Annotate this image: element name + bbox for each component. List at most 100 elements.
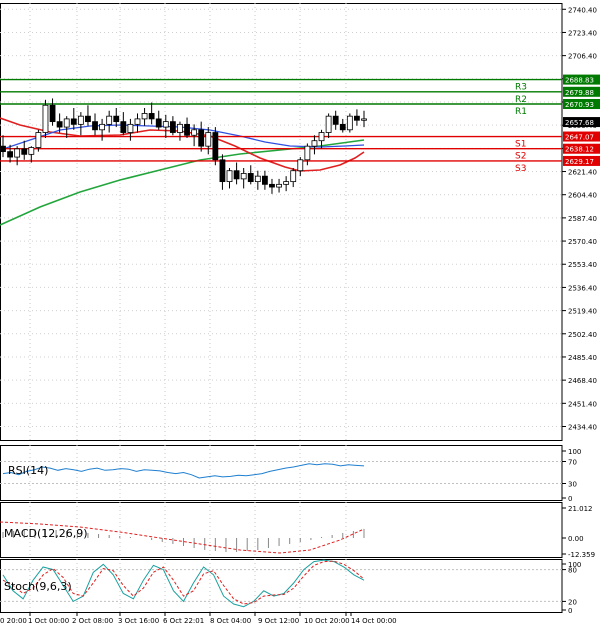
price-tick-label: 2536.40 (568, 284, 597, 292)
price-tick-label: 2468.40 (568, 377, 597, 385)
price-tick-label: 2604.40 (568, 192, 597, 200)
x-tick-label: 3 Oct 16:00 (118, 617, 159, 625)
price-tick-label: 2570.40 (568, 238, 597, 246)
level-tag-r2 (563, 86, 600, 97)
x-tick-label: 6 Oct 22:01 (163, 617, 204, 625)
candle-body (219, 159, 226, 183)
ma-green-line (0, 139, 365, 226)
macd-label: MACD(12,26,9) (4, 527, 88, 540)
sub-tick-label: -12.359 (568, 551, 595, 559)
level-name-r1: R1 (515, 107, 527, 117)
candle-body (85, 115, 91, 123)
candle-body (269, 183, 275, 188)
sub-tick-label: 80 (568, 567, 577, 575)
rsi-label: RSI(14) (8, 464, 48, 477)
candle-body (127, 123, 134, 133)
candle-body (49, 104, 56, 123)
main-panel (0, 3, 563, 441)
x-tick-label: 1 Oct 00:00 (28, 617, 69, 625)
price-tick-label: 2553.40 (568, 261, 597, 269)
candle-body (346, 115, 353, 131)
price-tick-label: 2451.40 (568, 400, 597, 408)
candle-body (318, 132, 325, 142)
price-tick-label: 2434.40 (568, 424, 597, 432)
current-price-text: 2657.68 (565, 119, 594, 127)
price-tick-label: 2519.40 (568, 308, 597, 316)
stoch-label: Stoch(9,6,3) (4, 580, 72, 593)
candle-body (325, 115, 332, 133)
candle-body (226, 170, 233, 183)
candle-body (304, 145, 311, 161)
price-tick-label: 2502.40 (568, 331, 597, 339)
level-name-s1: S1 (515, 140, 526, 150)
stoch-d-line (2, 560, 365, 605)
candle-body (120, 121, 127, 133)
x-tick-label: 2 Oct 08:00 (72, 617, 113, 625)
price-tick-label: 2485.40 (568, 354, 597, 362)
level-tag-text-s3: 2629.17 (565, 158, 594, 166)
candle-body (77, 115, 84, 125)
x-tick-label: 9 Oct 12:00 (258, 617, 299, 625)
candle-body (148, 113, 155, 120)
candle-body (339, 123, 346, 131)
candle-body (35, 132, 42, 148)
candle-body (332, 115, 339, 125)
candle-body (198, 129, 205, 147)
candle-body (262, 175, 268, 185)
candle-body (212, 132, 219, 161)
candle-body (70, 118, 77, 125)
candle-body (113, 115, 120, 123)
macd-signal-line (0, 521, 365, 554)
sub-tick-label: 0 (568, 495, 572, 503)
level-tag-text-r3: 2688.83 (565, 77, 594, 85)
sub-tick-label: 100 (568, 448, 581, 456)
candle-body (0, 145, 6, 153)
level-tag-text-r2: 2679.88 (565, 89, 594, 97)
candle-body (14, 148, 21, 158)
level-tag-r3 (563, 74, 600, 85)
level-name-r2: R2 (515, 95, 527, 105)
level-tag-text-s1: 2647.07 (565, 134, 594, 142)
level-tag-s2 (563, 143, 600, 154)
x-tick-label: 14 Oct 00:00 (351, 617, 397, 625)
candle-body (205, 132, 212, 147)
price-tick-label: 2587.40 (568, 215, 597, 223)
level-tag-r1 (563, 98, 600, 109)
candle-body (42, 104, 49, 133)
candle-body (177, 123, 183, 133)
stoch-panel (0, 559, 563, 613)
ma-red-line (0, 117, 365, 172)
candle-body (162, 121, 169, 128)
candle-body (99, 123, 105, 131)
candle-body (28, 147, 35, 155)
price-tick-label: 2706.40 (568, 53, 597, 61)
sub-tick-label: 70 (568, 459, 577, 467)
x-tick-label: 0 20:00 (0, 617, 27, 625)
candle-body (63, 118, 70, 128)
candle-body (21, 148, 28, 155)
candle-body (233, 170, 240, 180)
candle-body (155, 118, 162, 128)
x-tick-label: 8 Oct 04:00 (210, 617, 251, 625)
candle-body (254, 175, 261, 183)
candle-body (240, 173, 247, 180)
candle-body (354, 115, 360, 121)
macd-panel (0, 502, 563, 558)
sub-tick-label: 0 (568, 607, 572, 615)
candle-body (184, 123, 190, 136)
sub-tick-label: 100 (568, 561, 581, 569)
candle-body (311, 140, 318, 147)
level-tag-s1 (563, 131, 600, 142)
rsi-panel (0, 445, 563, 501)
price-tick-label: 2740.40 (568, 6, 597, 14)
x-tick-label: 10 Oct 20:00 (304, 617, 350, 625)
sub-tick-label: 0.00 (568, 535, 584, 543)
rsi-line (2, 463, 365, 479)
current-price-tag (563, 117, 600, 128)
candle-body (56, 121, 63, 128)
candle-body (361, 118, 367, 121)
candle-body (7, 151, 13, 158)
candle-body (141, 113, 148, 120)
candle-body (191, 129, 198, 136)
